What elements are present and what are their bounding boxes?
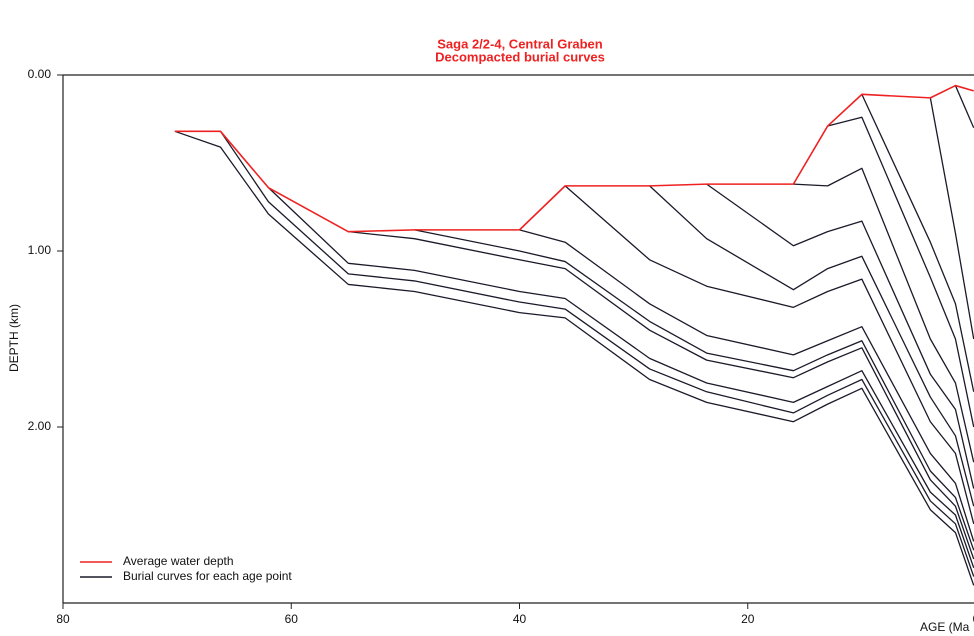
x-tick-label: 0 bbox=[973, 612, 974, 626]
burial-curve bbox=[519, 229, 974, 542]
burial-curve bbox=[348, 230, 974, 560]
burial-curve bbox=[267, 187, 974, 569]
burial-curve bbox=[414, 229, 974, 551]
legend-label: Burial curves for each age point bbox=[123, 569, 292, 583]
burial-curve bbox=[929, 97, 974, 340]
x-axis-label: AGE (Ma bbox=[920, 620, 970, 634]
burial-curve bbox=[793, 167, 974, 463]
y-tick-label: 1.00 bbox=[28, 243, 52, 257]
burial-curve bbox=[564, 185, 974, 524]
burial-curve bbox=[954, 85, 974, 129]
y-axis-label: DEPTH (km) bbox=[7, 304, 21, 372]
y-tick-label: 2.00 bbox=[28, 419, 52, 433]
burial-curve bbox=[219, 130, 974, 577]
burial-curve bbox=[861, 94, 974, 392]
x-tick-label: 20 bbox=[741, 612, 755, 626]
x-tick-label: 40 bbox=[513, 612, 527, 626]
burial-curve bbox=[174, 130, 974, 586]
burial-curve bbox=[706, 183, 974, 489]
burial-curve bbox=[827, 116, 974, 428]
chart-subtitle: Decompacted burial curves bbox=[435, 49, 605, 64]
chart-title: Saga 2/2-4, Central Graben bbox=[437, 36, 603, 51]
x-tick-label: 60 bbox=[285, 612, 299, 626]
legend-label: Average water depth bbox=[123, 554, 234, 568]
x-tick-label: 80 bbox=[56, 612, 70, 626]
burial-curve bbox=[649, 185, 974, 507]
water-depth-line bbox=[174, 84, 974, 233]
y-tick-label: 0.00 bbox=[28, 67, 52, 81]
